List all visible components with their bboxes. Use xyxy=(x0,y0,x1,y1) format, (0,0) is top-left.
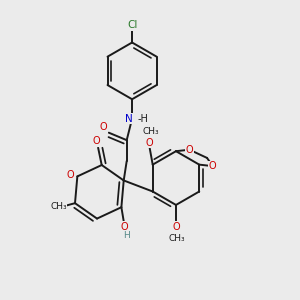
Text: O: O xyxy=(93,136,101,146)
Text: O: O xyxy=(67,170,75,180)
Text: CH₃: CH₃ xyxy=(169,234,185,243)
Text: Cl: Cl xyxy=(127,20,137,31)
Text: CH₃: CH₃ xyxy=(142,127,159,136)
Text: H: H xyxy=(123,231,130,240)
Text: O: O xyxy=(146,138,154,148)
Text: CH₃: CH₃ xyxy=(50,202,67,211)
Text: O: O xyxy=(209,161,217,171)
Text: O: O xyxy=(172,222,180,232)
Text: -H: -H xyxy=(138,114,149,124)
Text: O: O xyxy=(186,145,193,155)
Text: O: O xyxy=(100,122,107,132)
Text: O: O xyxy=(121,222,128,232)
Text: N: N xyxy=(124,114,132,124)
